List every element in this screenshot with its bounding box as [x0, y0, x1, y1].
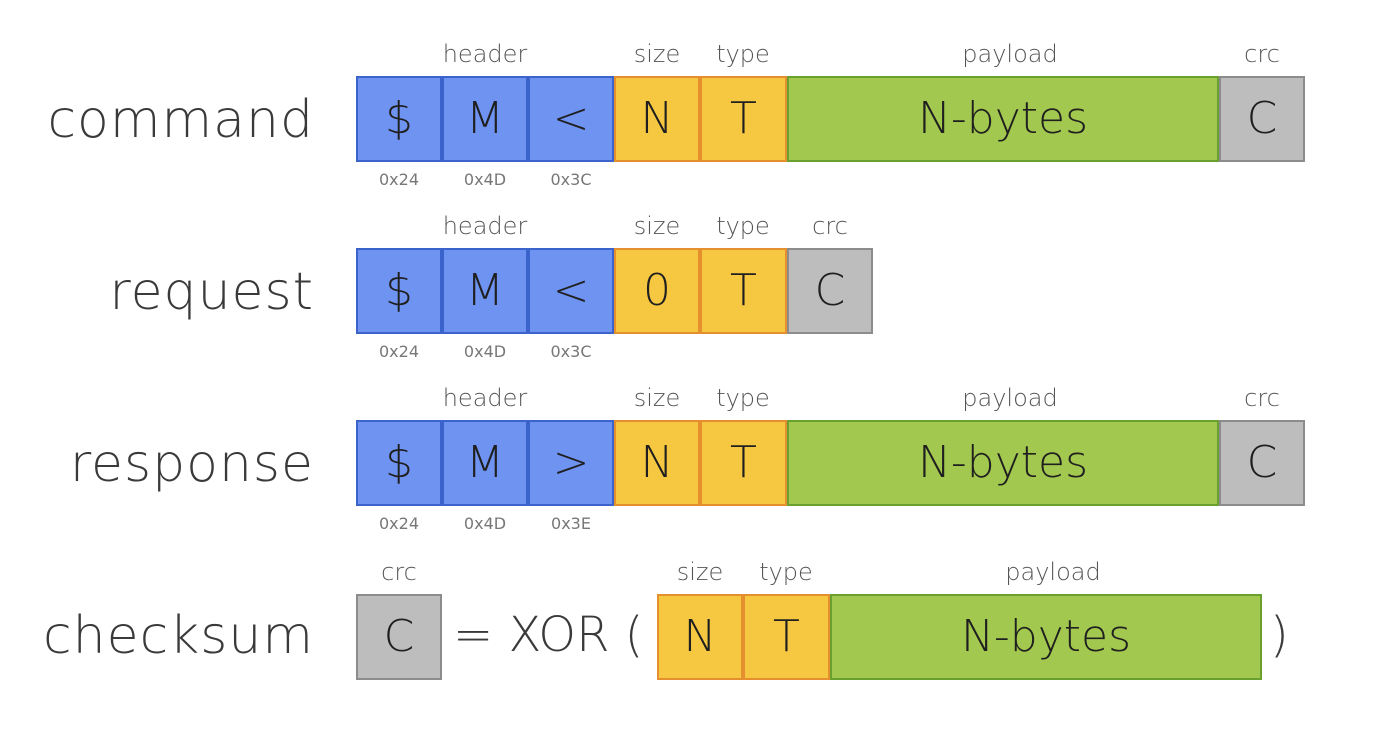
- hex-value: 0x4D: [463, 342, 507, 361]
- hex-value: 0x24: [378, 514, 420, 533]
- row-label-response: response: [69, 434, 314, 494]
- hex-value: 0x24: [378, 170, 420, 189]
- xor-expression: = XOR (: [453, 607, 644, 663]
- size-cell: N: [657, 594, 743, 680]
- payload-label: payload: [1005, 558, 1101, 586]
- header-dollar-cell: $: [356, 76, 442, 162]
- payload-label: payload: [962, 40, 1058, 68]
- hex-value: 0x3C: [550, 170, 592, 189]
- crc-label: crc: [381, 558, 417, 586]
- payload-cell: N-bytes: [787, 420, 1219, 506]
- header-m-cell: M: [442, 420, 528, 506]
- crc-label: crc: [1244, 40, 1280, 68]
- header-label: header: [442, 384, 528, 412]
- hex-value: 0x24: [378, 342, 420, 361]
- hex-value: 0x3C: [550, 342, 592, 361]
- crc-cell: C: [1219, 76, 1305, 162]
- size-label: size: [676, 558, 724, 586]
- header-label: header: [442, 212, 528, 240]
- size-label: size: [633, 212, 681, 240]
- row-label-command: command: [47, 90, 314, 150]
- header-label: header: [442, 40, 528, 68]
- crc-label: crc: [1244, 384, 1280, 412]
- hex-value: 0x3E: [551, 514, 591, 533]
- hex-value: 0x4D: [463, 170, 507, 189]
- crc-label: crc: [812, 212, 848, 240]
- type-cell: T: [743, 594, 830, 680]
- size-label: size: [633, 40, 681, 68]
- crc-cell: C: [787, 248, 873, 334]
- payload-cell: N-bytes: [830, 594, 1262, 680]
- type-label: type: [716, 212, 770, 240]
- header-m-cell: M: [442, 248, 528, 334]
- size-label: size: [633, 384, 681, 412]
- header-dollar-cell: $: [356, 420, 442, 506]
- crc-cell: C: [1219, 420, 1305, 506]
- size-cell: N: [614, 76, 700, 162]
- type-cell: T: [700, 248, 787, 334]
- size-cell: 0: [614, 248, 700, 334]
- type-label: type: [759, 558, 813, 586]
- size-cell: N: [614, 420, 700, 506]
- crc-cell: C: [356, 594, 442, 680]
- payload-cell: N-bytes: [787, 76, 1219, 162]
- type-label: type: [716, 40, 770, 68]
- type-label: type: [716, 384, 770, 412]
- hex-value: 0x4D: [463, 514, 507, 533]
- header-direction-cell: <: [528, 76, 614, 162]
- header-direction-cell: >: [528, 420, 614, 506]
- row-label-checksum: checksum: [43, 606, 314, 666]
- row-label-request: request: [109, 262, 314, 322]
- type-cell: T: [700, 420, 787, 506]
- header-m-cell: M: [442, 76, 528, 162]
- header-direction-cell: <: [528, 248, 614, 334]
- type-cell: T: [700, 76, 787, 162]
- payload-label: payload: [962, 384, 1058, 412]
- closing-paren: ): [1270, 607, 1289, 663]
- header-dollar-cell: $: [356, 248, 442, 334]
